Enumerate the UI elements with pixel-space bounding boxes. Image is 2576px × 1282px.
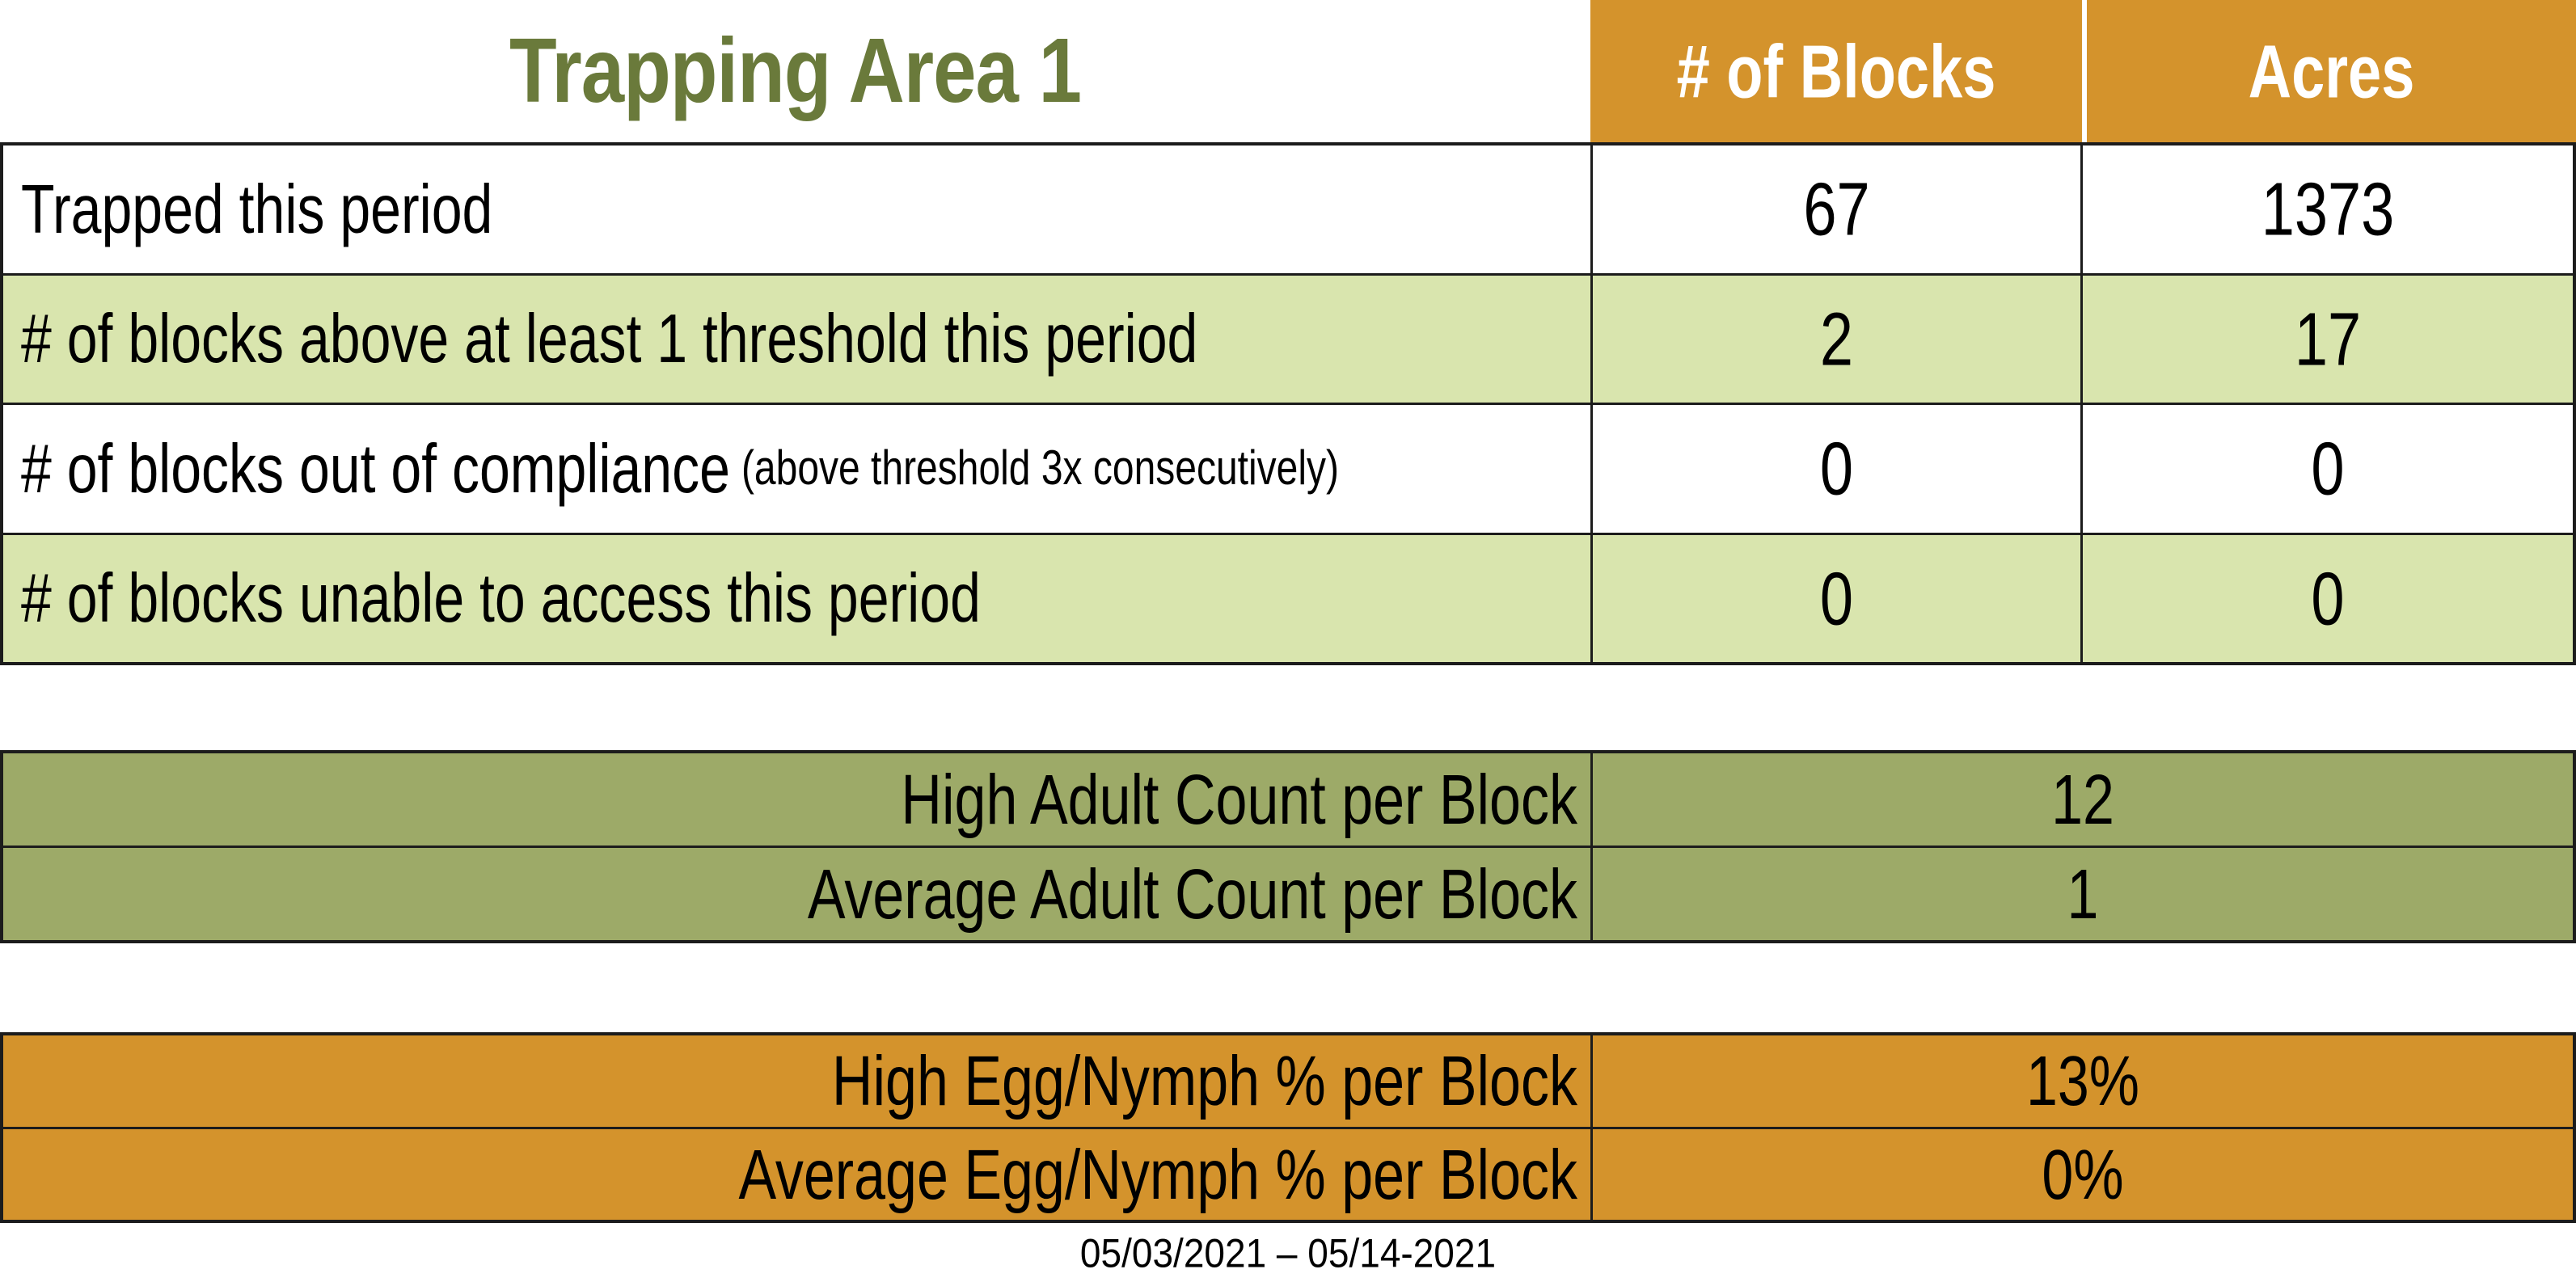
table-row-average-adult: Average Adult Count per Block 1 (3, 846, 2573, 940)
row-value: 13% (1590, 1035, 2573, 1127)
row-label: High Adult Count per Block (901, 760, 1577, 839)
row-value: 12 (1590, 753, 2573, 846)
blocks-value: 67 (1590, 145, 2080, 273)
table-row-average-egg: Average Egg/Nymph % per Block 0% (3, 1126, 2573, 1220)
row-label: High Egg/Nymph % per Block (831, 1041, 1577, 1121)
table-row-high-egg: High Egg/Nymph % per Block 13% (3, 1035, 2573, 1127)
egg-nymph-table: High Egg/Nymph % per Block 13% Average E… (0, 1032, 2576, 1223)
table-row-high-adult: High Adult Count per Block 12 (3, 753, 2573, 846)
acres-value: 0 (2080, 405, 2573, 533)
date-range-text: 05/03/2021 – 05/14-2021 (1079, 1229, 1497, 1276)
table-row-unable-to-access: # of blocks unable to access this period… (3, 532, 2573, 662)
row-label: # of blocks above at least 1 threshold t… (21, 300, 1198, 377)
page-title-text: Trapping Area 1 (509, 19, 1082, 122)
row-label: Average Egg/Nymph % per Block (738, 1135, 1577, 1214)
row-value: 1 (1590, 848, 2573, 940)
date-range-footer: 05/03/2021 – 05/14-2021 (0, 1223, 2576, 1282)
table-row-out-of-compliance: # of blocks out of compliance (above thr… (3, 403, 2573, 533)
row-label-note: (above threshold 3x consecutively) (741, 441, 1339, 496)
page-title: Trapping Area 1 (0, 0, 1590, 142)
summary-table: Trapped this period 67 1373 # of blocks … (0, 142, 2576, 665)
acres-value: 17 (2080, 275, 2573, 403)
blocks-value: 0 (1590, 405, 2080, 533)
row-label: Trapped this period (21, 171, 493, 248)
table-row-above-threshold: # of blocks above at least 1 threshold t… (3, 272, 2573, 403)
blocks-value: 0 (1590, 534, 2080, 662)
adult-count-table: High Adult Count per Block 12 Average Ad… (0, 750, 2576, 943)
blocks-value: 2 (1590, 275, 2080, 403)
summary-table-header: Trapping Area 1 # of Blocks Acres (0, 0, 2576, 142)
table-row-trapped: Trapped this period 67 1373 (3, 145, 2573, 273)
acres-value: 1373 (2080, 145, 2573, 273)
row-value: 0% (1590, 1128, 2573, 1220)
row-label: # of blocks unable to access this period (21, 559, 981, 637)
column-header-acres: Acres (2082, 0, 2576, 142)
acres-value: 0 (2080, 534, 2573, 662)
row-label: # of blocks out of compliance (above thr… (21, 430, 1339, 508)
row-label: Average Adult Count per Block (807, 854, 1577, 934)
column-header-blocks: # of Blocks (1590, 0, 2082, 142)
